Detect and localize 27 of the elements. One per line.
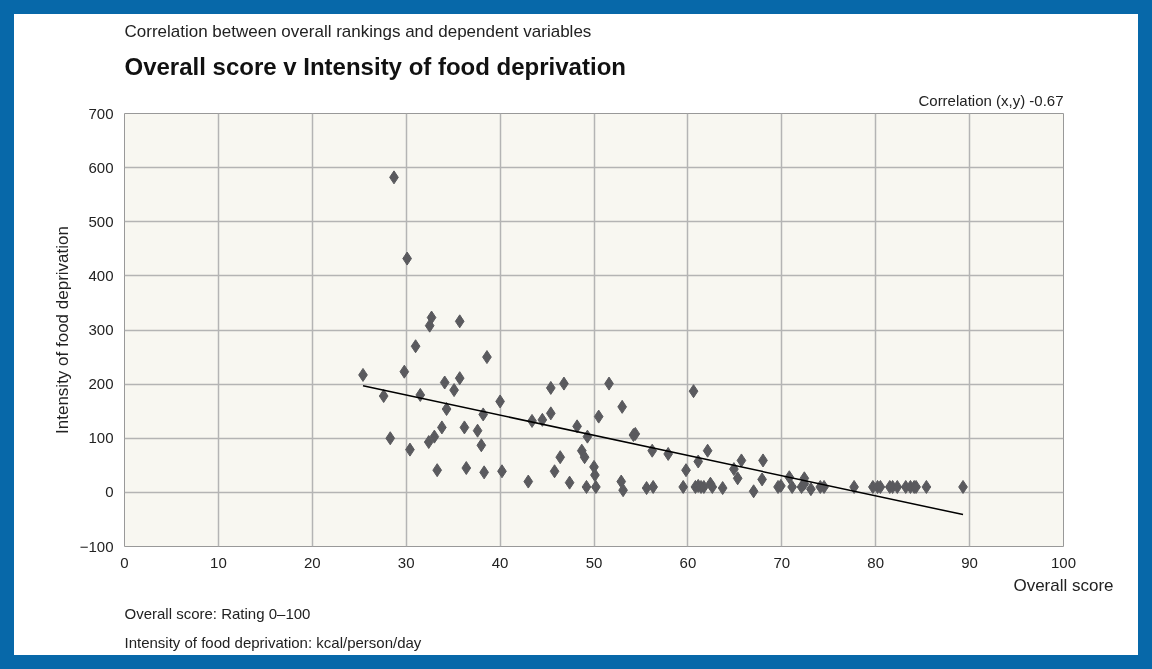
- x-tick-label: 10: [210, 553, 227, 571]
- y-tick-label: 200: [88, 375, 114, 393]
- y-tick-label: 0: [105, 483, 114, 501]
- x-tick-label: 100: [1050, 553, 1077, 571]
- chart-title: Overall score v Intensity of food deprivation: [124, 52, 626, 80]
- x-tick-label: 30: [397, 553, 415, 571]
- x-tick-label: 80: [867, 553, 885, 571]
- y-tick-label: 100: [88, 429, 114, 447]
- x-tick-label: 20: [303, 553, 321, 571]
- x-axis-title: Overall score: [1013, 575, 1114, 595]
- text: Overall score: Rating 0–100: [124, 604, 311, 622]
- chart-subtitle: Correlation between overall rankings and dependent variables: [124, 21, 592, 41]
- y-tick-label: 300: [88, 321, 114, 338]
- y-axis-title: Intensity of food deprivation: [52, 226, 72, 434]
- y-tick-label: 700: [88, 104, 114, 122]
- text: Correlation (x,y) -0.67: [918, 91, 1064, 109]
- y-tick-label: 600: [88, 158, 114, 176]
- x-tick-label: 90: [961, 553, 978, 571]
- x-tick-label: 0: [120, 553, 129, 571]
- y-tick-label: −100: [79, 537, 114, 555]
- y-tick-label: 400: [88, 266, 114, 284]
- text: Intensity of food deprivation: kcal/person/day: [124, 633, 422, 651]
- x-tick-label: 70: [773, 553, 791, 571]
- y-tick-label: 500: [88, 212, 114, 230]
- x-tick-label: 60: [679, 553, 697, 571]
- x-tick-label: 50: [585, 553, 603, 571]
- x-tick-label: 40: [491, 553, 509, 571]
